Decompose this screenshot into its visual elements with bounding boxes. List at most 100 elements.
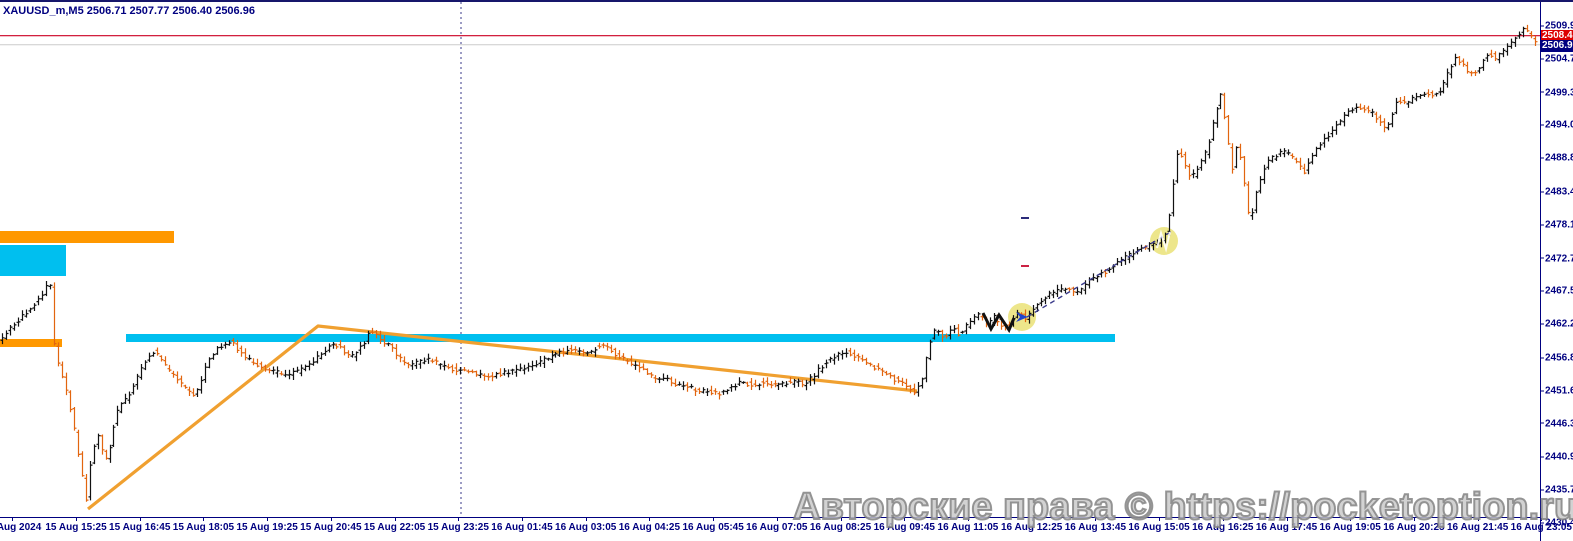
time-tick	[585, 518, 587, 521]
time-axis-label: 15 Aug 23:25	[427, 522, 489, 533]
price-axis-label: 2462.25	[1541, 319, 1573, 330]
time-tick	[713, 518, 715, 521]
time-axis-label: 16 Aug 20:25	[1383, 522, 1445, 533]
time-tick	[76, 518, 77, 521]
chart-canvas[interactable]	[0, 2, 1540, 517]
orange-zone-rect[interactable]	[0, 231, 174, 243]
time-tick	[840, 518, 842, 521]
bars-down	[52, 24, 1538, 502]
price-axis-label: 2467.50	[1541, 286, 1573, 297]
price-tick	[1541, 323, 1544, 325]
price-axis-label: 2435.70	[1541, 485, 1573, 496]
price-tick	[1541, 290, 1544, 292]
time-tick	[967, 518, 969, 521]
price-axis-label: 2451.60	[1541, 385, 1573, 396]
time-tick	[649, 518, 651, 521]
cyan-zone-rect[interactable]	[0, 245, 66, 276]
time-axis-label: 16 Aug 16:25	[1192, 522, 1254, 533]
time-axis-label: 16 Aug 12:25	[1000, 522, 1063, 533]
price-axis-label: 2440.95	[1541, 452, 1573, 463]
orange-trendline[interactable]	[87, 324, 918, 511]
time-axis-label: 16 Aug 04:25	[618, 522, 681, 533]
price-axis-label: 2488.80	[1541, 153, 1573, 164]
time-axis-label: 15 Aug 19:25	[236, 522, 298, 533]
time-axis-label: 15 Aug 20:45	[300, 522, 362, 533]
time-axis-label: 15 Aug 2024	[0, 522, 42, 533]
time-tick	[1031, 518, 1033, 521]
time-axis-label: 15 Aug 22:05	[363, 522, 426, 533]
time-tick	[12, 518, 14, 521]
cyan-support-band[interactable]	[126, 334, 1115, 342]
red-dash-marker	[1021, 265, 1029, 267]
white-zigzag-marker	[1156, 229, 1171, 253]
time-tick	[267, 518, 269, 521]
navy-dash-marker	[1021, 217, 1029, 219]
time-tick	[1350, 518, 1352, 521]
time-tick	[458, 518, 460, 521]
time-tick	[1222, 518, 1224, 521]
price-tick	[1541, 257, 1544, 259]
price-axis-label: 2478.15	[1541, 219, 1573, 230]
price-tag-current: 2506.96	[1541, 39, 1573, 52]
price-axis-label: 2483.40	[1541, 186, 1573, 197]
time-tick	[330, 518, 332, 521]
time-axis-label: 16 Aug 21:45	[1446, 522, 1509, 533]
price-tick	[1541, 91, 1544, 93]
price-tick	[1541, 390, 1544, 392]
time-axis-label: 16 Aug 08:25	[809, 522, 872, 533]
price-axis-label: 2456.85	[1541, 352, 1573, 363]
price-axis-label: 2446.35	[1541, 418, 1573, 429]
dashed-trendline[interactable]	[1026, 229, 1175, 318]
time-axis-label: 16 Aug 17:45	[1255, 522, 1318, 533]
time-axis-label: 16 Aug 13:45	[1064, 522, 1127, 533]
time-axis-label: 16 Aug 09:45	[873, 522, 935, 533]
time-axis-label: 16 Aug 23:05	[1510, 522, 1572, 533]
price-tick	[1541, 191, 1544, 193]
price-tick	[1541, 124, 1544, 126]
blue-arrow-marker	[1016, 312, 1028, 322]
time-axis-label: 16 Aug 11:05	[937, 522, 999, 533]
time-tick	[521, 518, 523, 521]
price-tick	[1541, 456, 1544, 458]
time-axis-label: 16 Aug 05:45	[682, 522, 744, 533]
time-tick	[139, 518, 141, 521]
price-tag-red-level: 2508.40	[1541, 29, 1573, 42]
price-axis-label: 2472.75	[1541, 253, 1573, 264]
price-axis[interactable]: 2509.95 2504.70 2499.30 2494.05 2488.80 2483.…	[1540, 2, 1573, 541]
time-axis-label: 16 Aug 19:05	[1319, 522, 1381, 533]
time-tick	[1477, 518, 1479, 521]
time-axis-label: 16 Aug 03:05	[555, 522, 617, 533]
watermark-copyright: Авторские права © https://pocketoption.r…	[792, 485, 1573, 529]
time-axis-label: 16 Aug 15:05	[1128, 522, 1190, 533]
price-tick	[1541, 357, 1544, 359]
price-tick	[1541, 25, 1544, 27]
orange-level-rect[interactable]	[0, 339, 62, 347]
time-axis-label: 15 Aug 16:45	[109, 522, 171, 533]
time-tick	[904, 518, 906, 521]
price-tick	[1541, 58, 1544, 60]
time-tick	[1413, 518, 1415, 521]
time-axis-label: 16 Aug 01:45	[491, 522, 553, 533]
price-tick	[1541, 489, 1544, 491]
time-tick	[776, 518, 778, 521]
price-axis-label: 2494.05	[1541, 120, 1573, 131]
price-axis-label: 2430.45	[1541, 518, 1573, 529]
time-tick	[394, 518, 396, 521]
price-axis-label: 2499.30	[1541, 87, 1573, 98]
time-tick	[1286, 518, 1288, 521]
price-tick	[1541, 522, 1544, 524]
price-tick	[1541, 422, 1544, 424]
time-axis-label: 16 Aug 07:05	[746, 522, 808, 533]
time-tick	[1159, 518, 1161, 521]
price-tick	[1541, 157, 1544, 159]
price-tick	[1541, 224, 1544, 226]
chart-title: XAUUSD_m,M5 2506.71 2507.77 2506.40 2506…	[3, 5, 255, 17]
price-axis-label: 2504.70	[1541, 53, 1573, 64]
time-axis-label: 15 Aug 18:05	[172, 522, 235, 533]
time-tick	[1095, 518, 1097, 521]
price-axis-label: 2509.95	[1541, 21, 1573, 32]
black-zigzag-marker[interactable]	[981, 312, 1016, 334]
bars-up	[0, 26, 1526, 501]
